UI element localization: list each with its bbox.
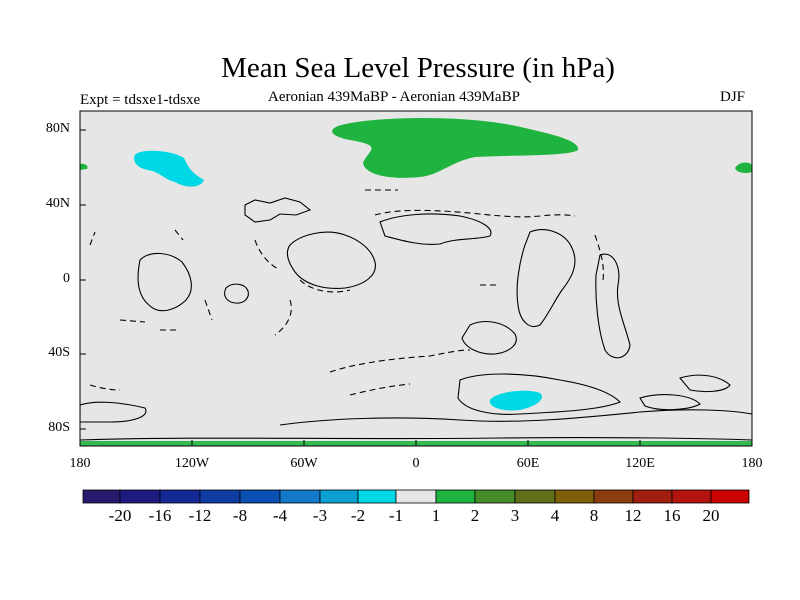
y-tick-label: 40N <box>45 196 70 211</box>
colorbar-label: -20 <box>108 506 132 525</box>
colorbar-label: 8 <box>589 506 599 525</box>
season-label: DJF <box>720 89 746 105</box>
colorbar-label: 1 <box>431 506 441 525</box>
x-tick-label: 120W <box>174 456 210 471</box>
negative-anomaly-north <box>134 150 204 187</box>
x-tick-label: 180 <box>741 456 763 471</box>
x-tick-label: 180 <box>69 456 91 471</box>
positive-anomaly-arctic <box>332 118 579 178</box>
period-label: Aeronian 439MaBP - Aeronian 439MaBP <box>268 89 520 105</box>
negative-anomaly-south <box>489 390 542 411</box>
y-tick-label: 80N <box>45 121 70 136</box>
colorbar-label: -8 <box>232 506 248 525</box>
colorbar-label: -3 <box>312 506 328 525</box>
x-tick-label: 60E <box>516 456 540 471</box>
colorbar-label: -16 <box>148 506 172 525</box>
colorbar-label: -4 <box>272 506 288 525</box>
y-tick-label: 40S <box>48 345 70 360</box>
colorbar-label: 20 <box>702 506 720 525</box>
x-tick-label: 120E <box>625 456 655 471</box>
positive-anomaly-edge-right <box>735 162 752 173</box>
colorbar-label: 12 <box>624 506 642 525</box>
experiment-label: Expt = tdsxe1-tdsxe <box>80 92 201 108</box>
y-tick-label: 0 <box>63 271 70 286</box>
colorbar-label: 4 <box>550 506 560 525</box>
colorbar-label: 16 <box>663 506 681 525</box>
map-content <box>80 118 752 446</box>
x-tick-label: 60W <box>290 456 318 471</box>
colorbar <box>82 489 750 504</box>
x-tick-label: 0 <box>412 456 420 471</box>
colorbar-label: -2 <box>350 506 366 525</box>
colorbar-label: 3 <box>510 506 520 525</box>
colorbar-label: -12 <box>188 506 212 525</box>
colorbar-label: 2 <box>470 506 480 525</box>
positive-anomaly-edge-left <box>80 163 88 170</box>
dashed-contours <box>89 189 604 396</box>
y-tick-label: 80S <box>48 420 70 435</box>
coastlines <box>80 197 752 441</box>
axis-ticks <box>79 129 753 446</box>
chart-title: Mean Sea Level Pressure (in hPa) <box>221 52 615 84</box>
colorbar-label: -1 <box>388 506 404 525</box>
